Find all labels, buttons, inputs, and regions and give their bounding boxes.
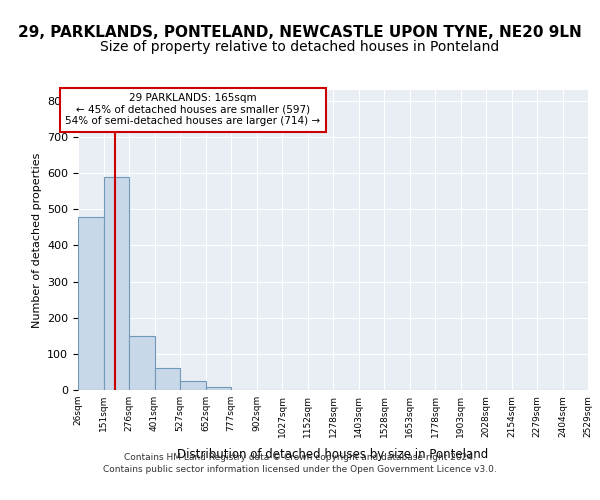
Y-axis label: Number of detached properties: Number of detached properties <box>32 152 41 328</box>
Bar <box>180 381 205 390</box>
Bar <box>104 176 129 390</box>
Text: 29, PARKLANDS, PONTELAND, NEWCASTLE UPON TYNE, NE20 9LN: 29, PARKLANDS, PONTELAND, NEWCASTLE UPON… <box>18 25 582 40</box>
Bar <box>205 387 231 390</box>
Bar <box>78 216 104 390</box>
Text: Contains HM Land Registry data © Crown copyright and database right 2024.: Contains HM Land Registry data © Crown c… <box>124 453 476 462</box>
X-axis label: Distribution of detached houses by size in Ponteland: Distribution of detached houses by size … <box>178 448 488 461</box>
Text: Contains public sector information licensed under the Open Government Licence v3: Contains public sector information licen… <box>103 466 497 474</box>
Text: 29 PARKLANDS: 165sqm
← 45% of detached houses are smaller (597)
54% of semi-deta: 29 PARKLANDS: 165sqm ← 45% of detached h… <box>65 94 320 126</box>
Bar <box>129 336 155 390</box>
Text: Size of property relative to detached houses in Ponteland: Size of property relative to detached ho… <box>100 40 500 54</box>
Bar <box>155 368 180 390</box>
